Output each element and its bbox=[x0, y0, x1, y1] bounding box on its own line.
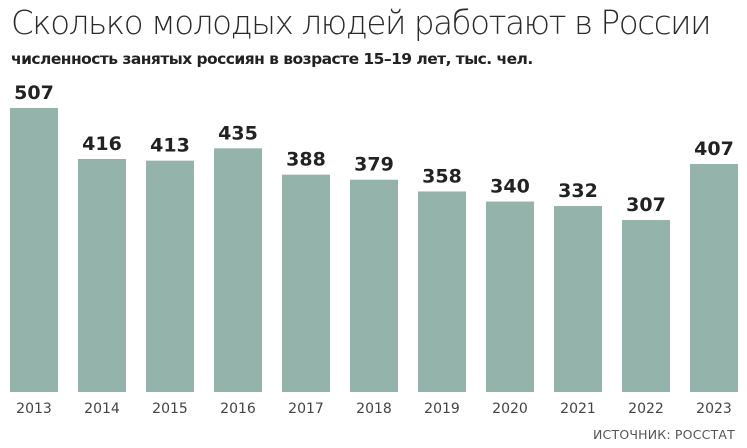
data-label-2022: 307 bbox=[626, 194, 666, 216]
bar-2018 bbox=[350, 179, 398, 392]
bar-2013 bbox=[10, 108, 58, 392]
bar-2020 bbox=[486, 201, 534, 392]
data-label-2015: 413 bbox=[150, 135, 190, 157]
data-label-2021: 332 bbox=[558, 180, 598, 202]
bar-2014 bbox=[78, 158, 126, 392]
bar-2017 bbox=[282, 174, 330, 392]
x-tick-label-2017: 2017 bbox=[288, 401, 324, 417]
x-tick-label-2022: 2022 bbox=[628, 401, 664, 417]
data-label-2018: 379 bbox=[354, 154, 394, 176]
x-tick-label-2023: 2023 bbox=[696, 401, 732, 417]
data-label-2020: 340 bbox=[490, 176, 530, 198]
data-label-2013: 507 bbox=[14, 82, 54, 104]
x-tick-label-2015: 2015 bbox=[152, 401, 188, 417]
bar-2019 bbox=[418, 191, 466, 392]
bar-2022 bbox=[622, 220, 670, 392]
x-tick-label-2021: 2021 bbox=[560, 401, 596, 417]
bar-2023 bbox=[690, 164, 738, 392]
bar-2016 bbox=[214, 148, 262, 392]
chart-subtitle: численность занятых россиян в возрасте 1… bbox=[11, 50, 533, 68]
x-tick-label-2014: 2014 bbox=[84, 401, 120, 417]
source-note: ИСТОЧНИК: РОССТАТ bbox=[593, 427, 735, 442]
x-tick-label-2018: 2018 bbox=[356, 401, 392, 417]
data-label-2023: 407 bbox=[694, 138, 734, 160]
data-label-2017: 388 bbox=[286, 149, 326, 171]
x-tick-label-2016: 2016 bbox=[220, 401, 256, 417]
x-tick-label-2013: 2013 bbox=[16, 401, 52, 417]
data-label-2014: 416 bbox=[82, 133, 122, 155]
bar-2021 bbox=[554, 206, 602, 392]
bar-2015 bbox=[146, 160, 194, 392]
chart-title: Сколько молодых людей работают в России bbox=[11, 4, 712, 42]
x-tick-label-2019: 2019 bbox=[424, 401, 460, 417]
data-label-2016: 435 bbox=[218, 122, 258, 144]
x-tick-label-2020: 2020 bbox=[492, 401, 528, 417]
data-label-2019: 358 bbox=[422, 165, 462, 187]
